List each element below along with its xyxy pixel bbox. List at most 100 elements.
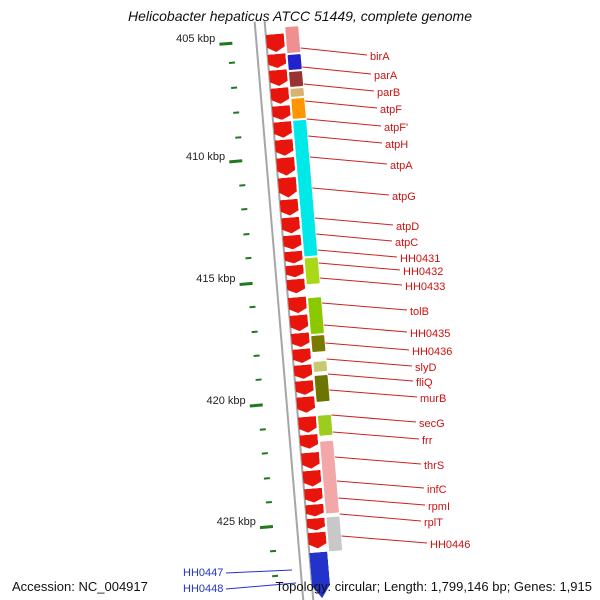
major-tick: [229, 159, 243, 164]
gene-arrow-glyph[interactable]: [281, 217, 300, 234]
major-tick: [249, 403, 263, 408]
gene-label[interactable]: HH0435: [410, 328, 451, 340]
major-tick: [259, 525, 274, 530]
gene-label[interactable]: atpF: [380, 104, 403, 116]
gene-label[interactable]: atpC: [395, 237, 419, 249]
feature-band[interactable]: [285, 26, 301, 54]
feature-band[interactable]: [320, 440, 340, 514]
topology-text: Topology: circular; Length: 1,799,146 bp…: [275, 579, 592, 594]
gene-label[interactable]: rpmI: [428, 501, 450, 513]
tick-label: 425 kbp: [216, 516, 256, 529]
minor-tick: [263, 477, 270, 480]
gene-arrow-glyph[interactable]: [266, 33, 285, 52]
gene-arrow-glyph[interactable]: [302, 470, 321, 487]
gene-arrow-glyph[interactable]: [289, 314, 308, 331]
gene-label[interactable]: tolB: [410, 306, 429, 318]
gene-arrow-glyph[interactable]: [267, 53, 286, 68]
gene-arrow-glyph[interactable]: [272, 105, 291, 120]
minor-tick: [241, 208, 248, 211]
gene-label[interactable]: HH0432: [403, 266, 444, 278]
minor-tick: [235, 136, 242, 139]
feature-band[interactable]: [290, 87, 305, 97]
gene-arrow-glyph[interactable]: [298, 416, 317, 433]
gene-label[interactable]: rplT: [424, 517, 443, 529]
gene-label[interactable]: atpD: [396, 221, 420, 233]
accession-text: Accession: NC_004917: [12, 579, 148, 594]
feature-band[interactable]: [311, 335, 326, 353]
gene-label[interactable]: parA: [374, 70, 398, 82]
minor-tick: [265, 501, 272, 504]
gene-arrow-glyph[interactable]: [278, 177, 298, 198]
tick-label: 415 kbp: [196, 273, 236, 286]
gene-arrow-glyph[interactable]: [305, 504, 324, 517]
gene-label[interactable]: secG: [419, 418, 445, 430]
gene-arrow-glyph[interactable]: [286, 279, 305, 294]
feature-band[interactable]: [317, 414, 333, 436]
minor-tick: [249, 305, 256, 309]
gene-arrow-glyph[interactable]: [304, 488, 323, 503]
gene-label[interactable]: fliQ: [416, 377, 433, 389]
gene-label[interactable]: thrS: [424, 460, 445, 472]
feature-band[interactable]: [307, 297, 324, 335]
gene-arrow-glyph[interactable]: [270, 87, 289, 104]
gene-arrow-glyph[interactable]: [284, 251, 303, 264]
feature-band[interactable]: [313, 360, 328, 373]
reverse-gene-label[interactable]: HH0447: [183, 567, 224, 579]
gene-label[interactable]: HH0433: [405, 281, 446, 293]
minor-tick: [243, 232, 250, 236]
gene-label[interactable]: HH0436: [412, 346, 453, 358]
gene-arrow-glyph[interactable]: [299, 434, 318, 449]
gene-arrow-glyph[interactable]: [294, 364, 313, 379]
minor-tick: [261, 452, 268, 455]
gene-arrow-glyph[interactable]: [283, 235, 302, 250]
feature-band[interactable]: [288, 70, 304, 88]
minor-tick: [259, 428, 266, 431]
gene-arrow-glyph[interactable]: [288, 296, 307, 313]
gene-arrow-glyph[interactable]: [275, 139, 294, 156]
gene-arrow-glyph[interactable]: [292, 348, 311, 363]
minor-tick: [231, 86, 238, 89]
minor-tick: [245, 256, 252, 260]
gene-arrow-glyph[interactable]: [280, 199, 299, 216]
gene-arrow-glyph[interactable]: [291, 332, 310, 347]
gene-arrow-glyph[interactable]: [285, 265, 304, 278]
major-tick: [239, 281, 253, 286]
tick-label: 405 kbp: [176, 32, 216, 45]
gene-arrow-glyph[interactable]: [295, 380, 314, 395]
gene-arrow-glyph[interactable]: [273, 121, 292, 138]
major-tick: [219, 41, 233, 46]
gene-label[interactable]: atpG: [392, 191, 416, 203]
feature-band[interactable]: [314, 374, 330, 402]
gene-label[interactable]: atpF': [384, 122, 409, 134]
gene-label[interactable]: frr: [422, 435, 433, 447]
gene-label[interactable]: HH0446: [430, 539, 471, 551]
minor-tick: [239, 184, 246, 187]
gene-label[interactable]: atpH: [385, 139, 409, 151]
gene-label[interactable]: birA: [370, 51, 390, 63]
minor-tick: [253, 354, 260, 358]
feature-band[interactable]: [304, 257, 320, 285]
gene-label[interactable]: infC: [427, 484, 447, 496]
reverse-gene-label[interactable]: HH0448: [183, 583, 224, 595]
gene-arrow-glyph[interactable]: [308, 532, 327, 549]
feature-band[interactable]: [291, 97, 306, 119]
gene-label[interactable]: HH0431: [400, 253, 441, 265]
gene-label[interactable]: parB: [377, 87, 401, 99]
tick-label: 410 kbp: [186, 150, 226, 163]
gene-label[interactable]: slyD: [415, 362, 437, 374]
gene-arrow-glyph[interactable]: [296, 396, 315, 413]
gene-label[interactable]: murB: [420, 393, 447, 405]
gene-arrow-glyph[interactable]: [276, 157, 295, 176]
gene-arrow-glyph[interactable]: [301, 452, 320, 469]
feature-band[interactable]: [287, 54, 302, 71]
genome-track: [219, 20, 370, 600]
tick-label: 420 kbp: [206, 394, 246, 407]
gene-arrow-glyph[interactable]: [269, 69, 288, 86]
minor-tick: [272, 574, 279, 578]
minor-tick: [233, 111, 240, 114]
gene-arrow-glyph[interactable]: [306, 518, 325, 531]
feature-band[interactable]: [326, 516, 343, 552]
reverse-leader-line: [225, 569, 293, 574]
gene-label[interactable]: atpA: [390, 160, 413, 172]
